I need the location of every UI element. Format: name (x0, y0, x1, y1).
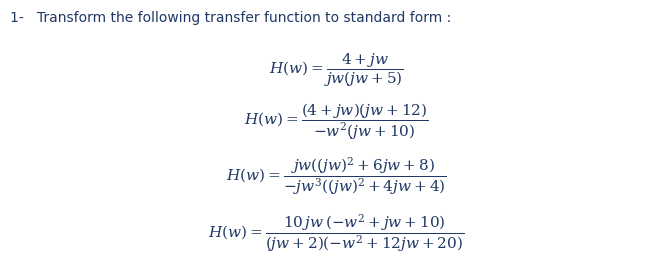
Text: $H(w) = \dfrac{jw((jw)^2 + 6jw + 8)}{-jw^3((jw)^2 + 4jw + 4)}$: $H(w) = \dfrac{jw((jw)^2 + 6jw + 8)}{-jw… (226, 155, 446, 197)
Text: $H(w) = \dfrac{4 + jw}{jw(jw + 5)}$: $H(w) = \dfrac{4 + jw}{jw(jw + 5)}$ (269, 51, 403, 89)
Text: $H(w) = \dfrac{(4 + jw)(jw + 12)}{-w^2(jw + 10)}$: $H(w) = \dfrac{(4 + jw)(jw + 12)}{-w^2(j… (244, 102, 428, 142)
Text: 1-   Transform the following transfer function to standard form :: 1- Transform the following transfer func… (10, 11, 452, 24)
Text: $H(w) = \dfrac{10\,jw\,(-w^2 + jw + 10)}{(jw + 2)(-w^2 + 12jw + 20)}$: $H(w) = \dfrac{10\,jw\,(-w^2 + jw + 10)}… (208, 212, 464, 254)
